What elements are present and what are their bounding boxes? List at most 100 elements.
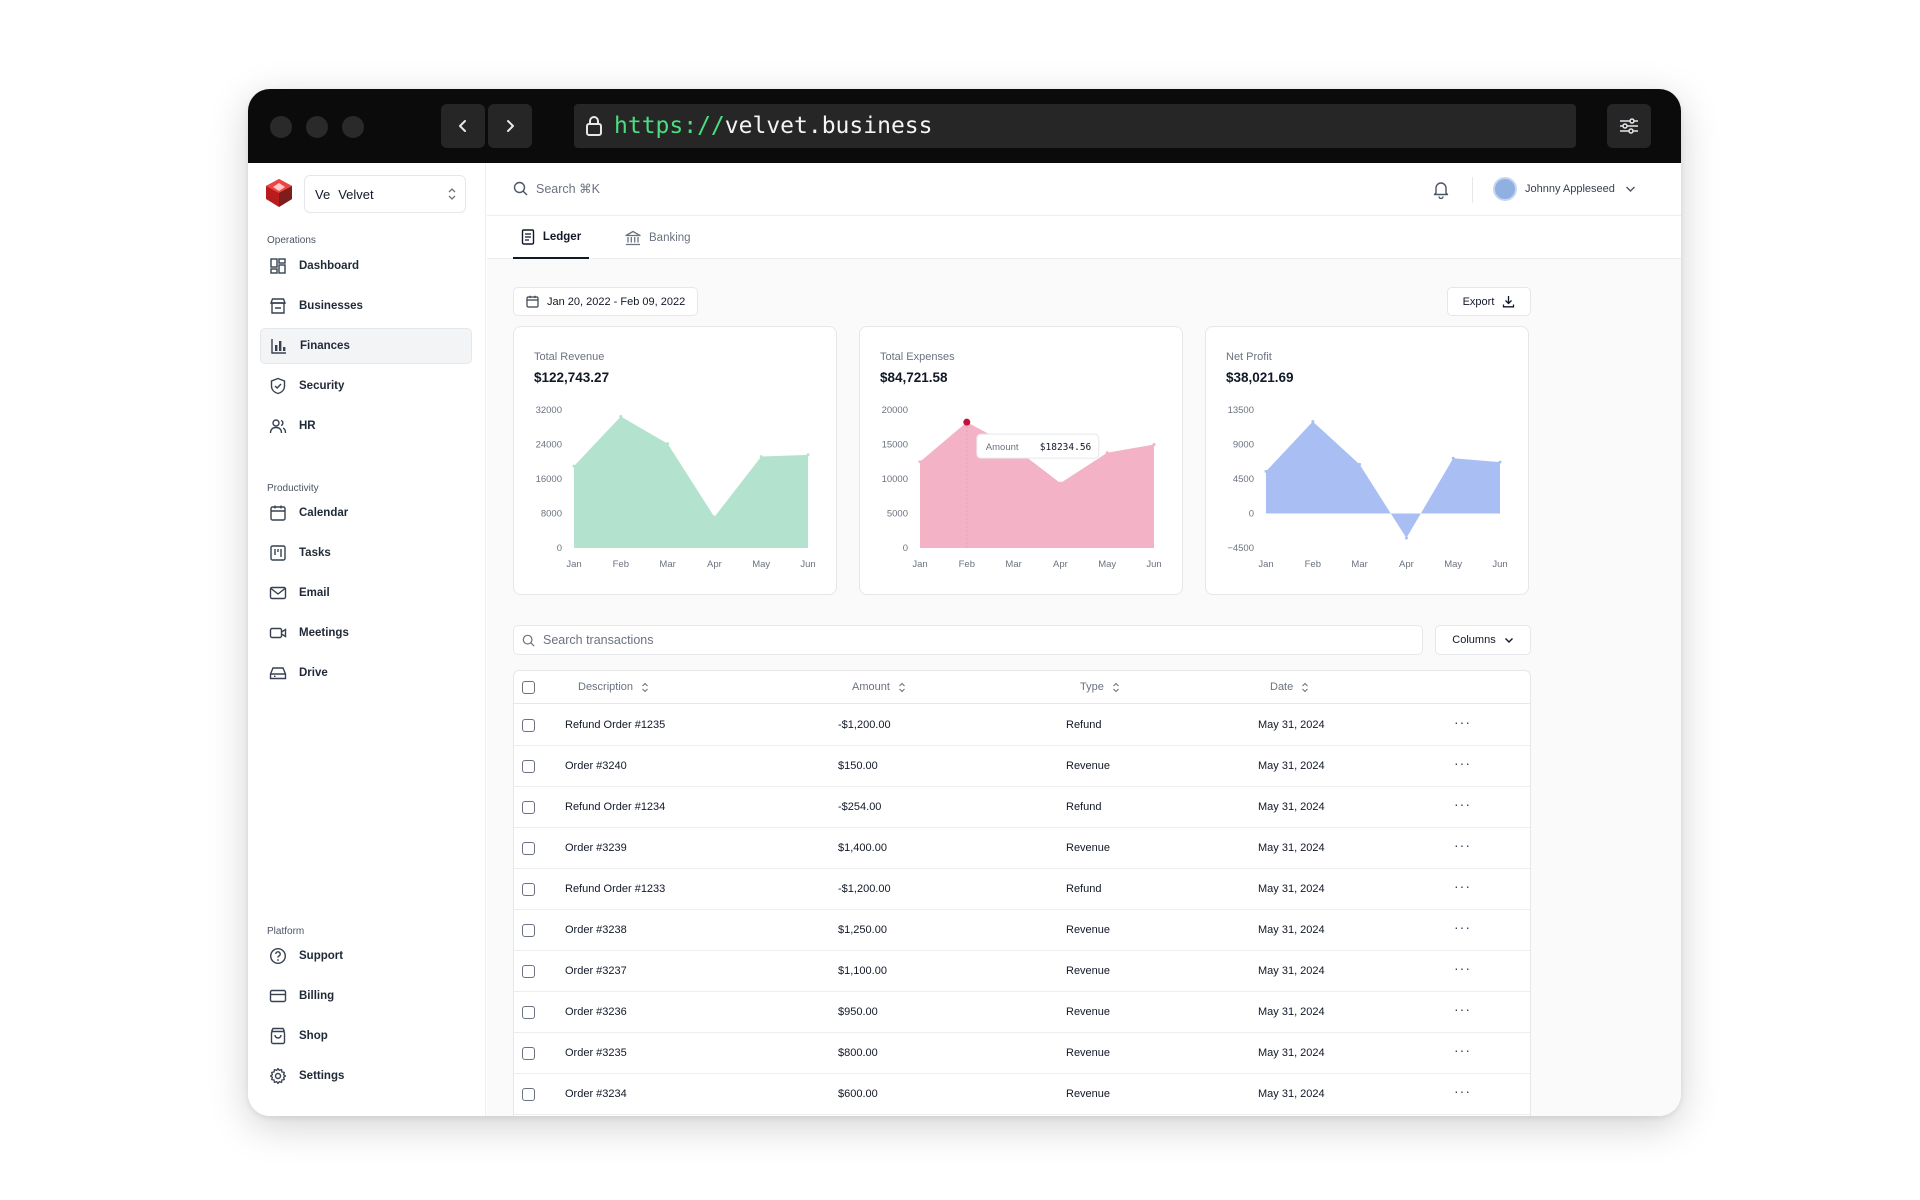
sidebar-item-label: Billing	[299, 990, 335, 1002]
sidebar-item-support[interactable]: Support	[260, 938, 472, 974]
sidebar-item-label: Finances	[300, 340, 350, 352]
table-row[interactable]: Order #3238 $1,250.00 Revenue May 31, 20…	[514, 910, 1530, 951]
sidebar-item-label: Settings	[299, 1070, 345, 1082]
table-row[interactable]: Order #3236 $950.00 Revenue May 31, 2024…	[514, 992, 1530, 1033]
global-search-placeholder: Search ⌘K	[536, 182, 600, 196]
date-range-picker[interactable]: Jan 20, 2022 - Feb 09, 2022	[513, 287, 699, 316]
row-more-icon[interactable]: ···	[1454, 1042, 1471, 1058]
column-header-label: Type	[1080, 681, 1104, 693]
column-header-amount[interactable]: Amount	[852, 681, 906, 693]
sidebar-item-billing[interactable]: Billing	[260, 978, 472, 1014]
x-tick-label: Feb	[1305, 559, 1321, 570]
sidebar-item-shop[interactable]: Shop	[260, 1018, 472, 1054]
card-value: $84,721.58	[880, 370, 948, 385]
y-tick-label: 32000	[536, 405, 562, 416]
cell-date: May 31, 2024	[1258, 883, 1325, 895]
table-row[interactable]: Refund Order #1233 -$1,200.00 Refund May…	[514, 869, 1530, 910]
sidebar-item-businesses[interactable]: Businesses	[260, 288, 472, 324]
columns-button[interactable]: Columns	[1435, 625, 1531, 655]
chevron-down-icon	[1504, 637, 1514, 644]
row-checkbox[interactable]	[522, 924, 535, 937]
sidebar-item-security[interactable]: Security	[260, 368, 472, 404]
column-header-description[interactable]: Description	[578, 681, 649, 693]
bell-icon	[1433, 182, 1449, 200]
cell-type: Refund	[1066, 719, 1102, 731]
export-button[interactable]: Export	[1447, 287, 1531, 316]
sidebar-item-meetings[interactable]: Meetings	[260, 615, 472, 651]
sidebar-item-email[interactable]: Email	[260, 575, 472, 611]
sidebar-item-settings[interactable]: Settings	[260, 1058, 472, 1094]
back-button[interactable]	[441, 104, 485, 148]
row-more-icon[interactable]: ···	[1454, 714, 1471, 730]
bar-chart-icon	[270, 337, 288, 355]
window-minimize-dot[interactable]	[306, 116, 328, 138]
table-row[interactable]: Order #3235 $800.00 Revenue May 31, 2024…	[514, 1033, 1530, 1074]
browser-menu-button[interactable]	[1607, 104, 1651, 148]
row-more-icon[interactable]: ···	[1454, 796, 1471, 812]
cell-amount: $1,100.00	[838, 965, 887, 977]
y-tick-label: 4500	[1233, 474, 1254, 485]
tab-ledger[interactable]: Ledger	[513, 216, 589, 259]
table-row[interactable]: Refund Order #1235 -$1,200.00 Refund May…	[514, 705, 1530, 746]
row-checkbox[interactable]	[522, 760, 535, 773]
global-search[interactable]: Search ⌘K	[513, 181, 600, 196]
x-tick-label: Mar	[659, 559, 675, 570]
row-more-icon[interactable]: ···	[1454, 755, 1471, 771]
card-total-expenses: Total Expenses $84,721.58 20000 15000 1000…	[859, 326, 1183, 595]
column-header-date[interactable]: Date	[1270, 681, 1309, 693]
table-row[interactable]: Order #3234 $600.00 Revenue May 31, 2024…	[514, 1074, 1530, 1115]
window-maximize-dot[interactable]	[342, 116, 364, 138]
export-label: Export	[1462, 295, 1495, 308]
sidebar-item-dashboard[interactable]: Dashboard	[260, 248, 472, 284]
cell-description: Order #3240	[565, 760, 627, 772]
column-header-type[interactable]: Type	[1080, 681, 1120, 693]
sidebar-item-drive[interactable]: Drive	[260, 655, 472, 691]
row-checkbox[interactable]	[522, 801, 535, 814]
cell-type: Revenue	[1066, 1047, 1111, 1059]
table-row[interactable]: Order #3239 $1,400.00 Revenue May 31, 20…	[514, 828, 1530, 869]
cell-type: Refund	[1066, 801, 1102, 813]
forward-button[interactable]	[488, 104, 532, 148]
window-close-dot[interactable]	[270, 116, 292, 138]
row-more-icon[interactable]: ···	[1454, 1001, 1471, 1017]
data-point	[1358, 462, 1362, 466]
notifications-button[interactable]	[1431, 179, 1451, 204]
tab-banking[interactable]: Banking	[625, 216, 691, 259]
x-tick-label: Apr	[707, 559, 722, 570]
card-title: Total Expenses	[880, 351, 955, 363]
select-all-checkbox[interactable]	[522, 681, 535, 694]
row-checkbox[interactable]	[522, 719, 535, 732]
data-point	[1451, 456, 1455, 460]
lock-icon	[584, 115, 604, 137]
row-checkbox[interactable]	[522, 1006, 535, 1019]
cell-amount: $950.00	[838, 1006, 878, 1018]
card-net-profit: Net Profit $38,021.69 13500 9000 4500 0 −450…	[1205, 326, 1529, 595]
row-checkbox[interactable]	[522, 1088, 535, 1101]
sidebar-item-finances[interactable]: Finances	[260, 328, 472, 364]
sidebar-item-calendar[interactable]: Calendar	[260, 495, 472, 531]
data-point	[1264, 469, 1268, 473]
workspace-switcher[interactable]: Ve Velvet	[304, 175, 466, 213]
sidebar-item-label: HR	[299, 420, 316, 432]
sidebar-item-label: Email	[299, 587, 330, 599]
y-tick-label: 24000	[536, 440, 562, 451]
row-checkbox[interactable]	[522, 1047, 535, 1060]
sidebar-item-tasks[interactable]: Tasks	[260, 535, 472, 571]
table-row[interactable]: Order #3237 $1,100.00 Revenue May 31, 20…	[514, 951, 1530, 992]
row-more-icon[interactable]: ···	[1454, 837, 1471, 853]
transactions-search-input[interactable]: Search transactions	[513, 625, 1423, 655]
cell-date: May 31, 2024	[1258, 924, 1325, 936]
row-checkbox[interactable]	[522, 965, 535, 978]
sidebar-item-hr[interactable]: HR	[260, 408, 472, 444]
row-more-icon[interactable]: ···	[1454, 919, 1471, 935]
user-menu[interactable]: Johnny Appleseed	[1493, 177, 1636, 201]
row-checkbox[interactable]	[522, 842, 535, 855]
address-bar[interactable]: https://velvet.business	[574, 104, 1576, 148]
row-more-icon[interactable]: ···	[1454, 1083, 1471, 1099]
row-more-icon[interactable]: ···	[1454, 878, 1471, 894]
row-more-icon[interactable]: ···	[1454, 960, 1471, 976]
table-row[interactable]: Order #3240 $150.00 Revenue May 31, 2024…	[514, 746, 1530, 787]
y-tick-label: 0	[557, 543, 562, 554]
row-checkbox[interactable]	[522, 883, 535, 896]
table-row[interactable]: Refund Order #1234 -$254.00 Refund May 3…	[514, 787, 1530, 828]
